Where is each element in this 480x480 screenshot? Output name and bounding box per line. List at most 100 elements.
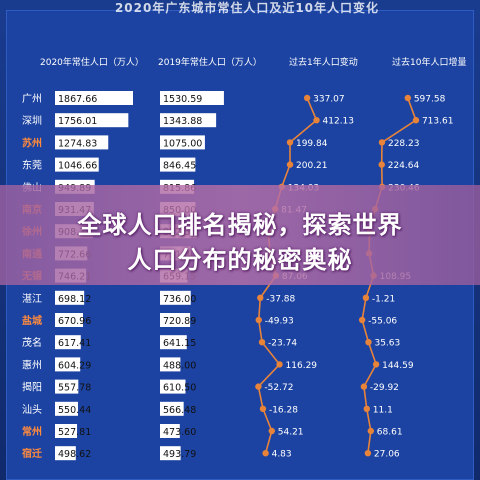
column-header-change-10y: 过去10年人口增量 [392,58,467,68]
change-10y-point [364,450,372,457]
change-1y-value-label: 412.13 [323,117,355,127]
city-label: 惠州 [22,358,42,371]
change-10y-point [367,427,375,435]
value-label-pop-2019: 1343.88 [163,116,202,127]
value-label-pop-2020: 1274.83 [58,138,97,149]
value-label-pop-2019: 610.50 [163,383,196,394]
city-label: 汕头 [22,404,42,416]
bar-pop-2019 [160,135,205,150]
headline-line-1: 全球人口排名揭秘，探索世界 [77,211,403,239]
change-10y-value-label: 597.58 [414,95,446,105]
value-label-pop-2019: 473.60 [163,427,196,438]
bar-pop-2020 [55,424,78,438]
column-header-change-1y: 过去1年人口变动 [289,58,358,68]
city-label: 揭阳 [22,381,42,394]
change-10y-point [362,294,370,301]
bar-pop-2019 [160,113,217,128]
headline-overlay [0,185,480,285]
change-1y-point [257,294,264,301]
bar-pop-2020 [55,157,99,172]
change-1y-value-label: -37.88 [266,294,295,304]
city-label: 东莞 [22,159,42,172]
value-label-pop-2019: 846.45 [163,161,196,172]
city-label: 深圳 [22,115,42,127]
change-1y-point [268,427,275,435]
value-label-pop-2020: 1046.66 [58,161,97,172]
city-label: 茂名 [22,336,42,349]
change-1y-point [303,94,311,102]
column-header-pop-2019: 2019年常住人口（万人） [158,58,262,68]
change-1y-value-label: -52.72 [264,383,293,393]
bar-pop-2020 [55,357,81,372]
change-1y-point [259,405,267,412]
value-label-pop-2020: 1756.01 [58,116,97,127]
bar-pop-2019 [160,401,184,416]
change-1y-value-label: 54.21 [278,428,304,438]
city-label: 常州 [22,425,42,438]
change-10y-value-label: 224.64 [388,161,420,171]
city-label: 广州 [22,93,42,105]
bar-pop-2019 [160,313,191,327]
bar-pop-2019 [160,424,180,438]
value-label-pop-2020: 617.41 [58,338,91,349]
change-1y-point [255,383,262,390]
change-1y-value-label: 200.21 [296,161,328,171]
bar-pop-2020 [55,135,109,150]
value-label-pop-2019: 493.79 [163,449,196,460]
change-10y-value-label: -29.92 [370,383,399,393]
change-1y-value-label: -49.93 [265,317,294,327]
change-10y-value-label: 35.63 [374,339,400,349]
change-10y-point [404,94,412,102]
change-10y-point [412,117,420,124]
change-10y-value-label: 228.23 [388,139,420,149]
change-10y-value-label: 713.61 [422,117,454,127]
value-label-pop-2019: 488.00 [163,360,196,371]
chart-top-title: 2020年广东城市常住人口及近10年人口变化 [114,1,380,15]
value-label-pop-2019: 641.15 [163,338,196,349]
change-1y-point [286,161,294,168]
change-1y-value-label: 116.29 [286,361,318,371]
change-1y-point [258,339,266,346]
change-1y-point [276,361,283,368]
value-label-pop-2019: 1075.00 [163,138,202,149]
change-10y-point [378,139,386,146]
change-1y-point [313,117,320,124]
change-10y-point [363,405,370,412]
city-label: 盐城 [22,314,42,327]
change-1y-point [262,450,269,457]
bar-pop-2019 [160,446,181,461]
bar-pop-2020 [55,401,78,416]
change-1y-value-label: -16.28 [269,405,298,415]
bar-pop-2019 [160,357,181,372]
bar-pop-2019 [160,91,224,105]
bar-pop-2019 [160,290,191,305]
value-label-pop-2019: 1530.59 [163,94,202,105]
bar-pop-2020 [55,290,85,305]
value-label-pop-2019: 566.48 [163,405,196,416]
value-label-pop-2020: 527.81 [58,427,91,438]
bar-pop-2019 [160,335,187,350]
value-label-pop-2020: 670.96 [58,316,91,327]
value-label-pop-2020: 550.44 [58,405,91,416]
value-label-pop-2020: 604.29 [58,360,91,371]
bar-pop-2019 [160,157,196,172]
bar-pop-2020 [55,113,129,128]
bar-pop-2020 [55,446,76,461]
headline-line-2: 人口分布的秘密奥秘 [127,246,353,274]
change-10y-point [378,161,385,168]
change-1y-point [255,316,262,324]
change-10y-value-label: 11.1 [373,405,393,415]
change-1y-value-label: 337.07 [313,95,345,105]
bar-pop-2020 [55,379,79,394]
change-1y-value-label: 4.83 [272,450,292,460]
change-10y-value-label: -1.21 [372,294,395,304]
change-1y-point [286,139,294,146]
change-1y-value-label: 199.84 [296,139,328,149]
value-label-pop-2020: 1867.66 [58,94,97,105]
city-label: 宿迁 [22,447,42,460]
value-label-pop-2020: 498.62 [58,449,91,460]
city-label: 湛江 [22,293,42,305]
bar-pop-2020 [55,335,81,350]
change-10y-value-label: 27.06 [374,450,400,460]
